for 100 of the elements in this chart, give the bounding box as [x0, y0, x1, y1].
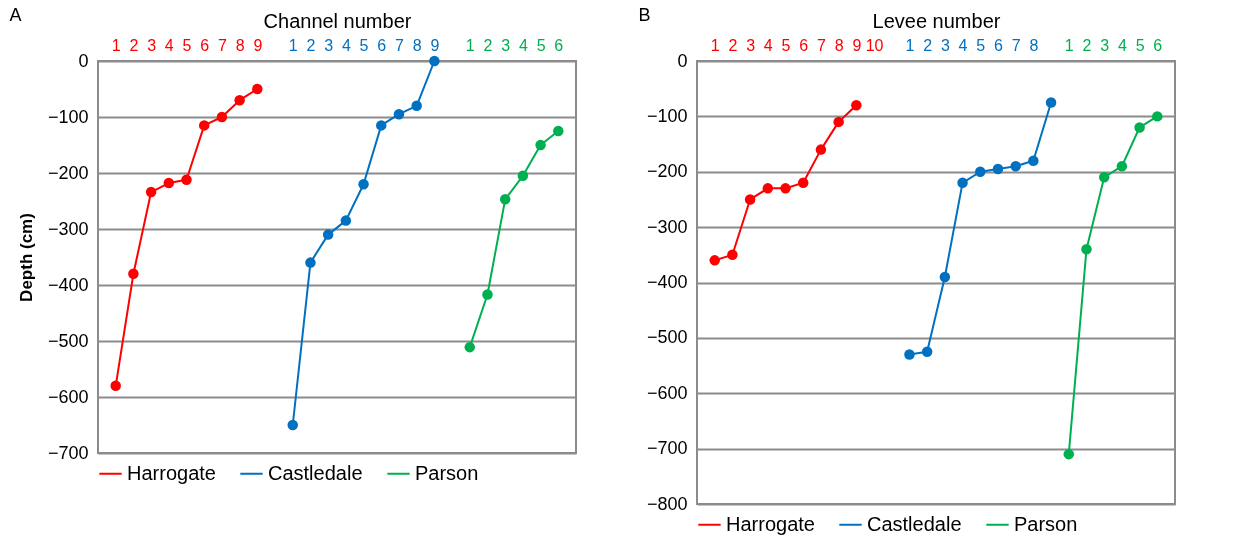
x-tick-label: 5	[536, 36, 546, 54]
point	[921, 346, 933, 357]
y-tick-label: −700	[646, 438, 688, 459]
point	[709, 255, 720, 266]
x-tick-label: 10	[865, 36, 884, 54]
y-tick-label: −500	[646, 327, 688, 348]
y-tick-label: −200	[47, 162, 89, 183]
point	[762, 183, 774, 194]
x-tick-label: 6	[799, 36, 809, 54]
point	[322, 229, 334, 240]
x-tick-label: 8	[834, 36, 844, 54]
legend-label: Parson	[415, 461, 479, 484]
point	[815, 144, 827, 155]
x-tick-label: 1	[288, 36, 298, 54]
point	[904, 349, 915, 360]
x-tick-label: 1	[111, 36, 121, 54]
point	[216, 111, 228, 123]
y-tick-label: −600	[646, 382, 688, 403]
point	[1045, 97, 1057, 108]
x-tick-label: 1	[710, 36, 720, 54]
x-tick-label: 4	[164, 36, 174, 54]
x-tick-label: 4	[341, 36, 351, 54]
chart-title: A	[9, 5, 22, 25]
point	[464, 341, 476, 353]
point	[780, 183, 791, 194]
point	[975, 166, 986, 177]
point	[110, 380, 121, 392]
x-tick-label: 9	[852, 36, 862, 54]
x-tick-label: 2	[1082, 36, 1092, 54]
x-tick-label: 1	[905, 36, 915, 54]
point	[957, 177, 968, 189]
point	[163, 177, 175, 189]
x-tick-label: 6	[554, 36, 564, 54]
point	[145, 186, 157, 198]
x-tick-label: 3	[501, 36, 511, 54]
point	[198, 120, 210, 131]
point	[393, 108, 405, 120]
y-tick-label: −500	[47, 330, 89, 351]
x-tick-label: 1	[465, 36, 475, 54]
x-tick-label: 3	[147, 36, 157, 54]
legend-label: Parson	[1014, 512, 1078, 535]
x-tick-label: 9	[253, 36, 263, 54]
x-tick-label: 5	[1135, 36, 1145, 54]
point	[1116, 160, 1128, 172]
x-tick-label: 5	[182, 36, 192, 54]
point	[517, 170, 529, 182]
point	[128, 268, 139, 280]
x-tick-label: 7	[395, 36, 405, 54]
point	[482, 289, 493, 300]
point	[553, 125, 564, 137]
x-tick-label: 9	[430, 36, 440, 54]
x-tick-label: 4	[1117, 36, 1127, 54]
point	[1152, 111, 1163, 122]
x-tick-label: 3	[940, 36, 950, 54]
point	[287, 419, 298, 431]
point	[833, 116, 844, 128]
point	[939, 271, 951, 283]
y-tick-label: 0	[78, 50, 89, 71]
point	[727, 249, 738, 261]
y-tick-label: −100	[646, 105, 688, 126]
point	[851, 100, 862, 111]
x-tick-label: 4	[958, 36, 968, 54]
point	[1098, 172, 1110, 183]
y-tick-label: −300	[646, 216, 688, 237]
x-tick-label: 3	[1100, 36, 1110, 54]
x-tick-label: 5	[359, 36, 369, 54]
x-tick-label: 7	[1011, 36, 1021, 54]
point	[1081, 244, 1092, 255]
x-tick-label: 7	[217, 36, 227, 54]
point	[744, 194, 756, 205]
point	[1063, 448, 1075, 460]
point	[411, 100, 422, 112]
x-tick-label: 2	[483, 36, 493, 54]
x-tick-label: 4	[763, 36, 773, 54]
x-tick-label: 2	[728, 36, 738, 54]
point	[797, 177, 809, 189]
x-tick-label: 3	[746, 36, 756, 54]
x-tick-label: 2	[306, 36, 316, 54]
point	[535, 139, 546, 151]
y-tick-label: −400	[646, 272, 688, 292]
point	[305, 257, 316, 268]
x-tick-label: 7	[816, 36, 826, 54]
point	[376, 120, 387, 131]
x-tick-label: 6	[200, 36, 210, 54]
point	[1010, 160, 1021, 172]
point	[340, 215, 352, 226]
y-tick-label: 0	[677, 50, 688, 71]
x-axis-title: Levee number	[872, 9, 1001, 32]
x-tick-label: 3	[324, 36, 334, 54]
point	[1028, 155, 1039, 166]
legend-label: Castledale	[867, 512, 962, 535]
y-tick-label: −100	[47, 106, 89, 127]
point	[358, 178, 369, 190]
y-tick-label: −600	[47, 386, 89, 407]
x-tick-label: 2	[129, 36, 139, 54]
x-tick-label: 6	[994, 36, 1004, 54]
chart-title: B	[638, 5, 651, 25]
x-tick-label: 8	[1029, 36, 1039, 54]
x-tick-label: 6	[377, 36, 387, 54]
y-axis-title: Depth (cm)	[16, 213, 36, 302]
